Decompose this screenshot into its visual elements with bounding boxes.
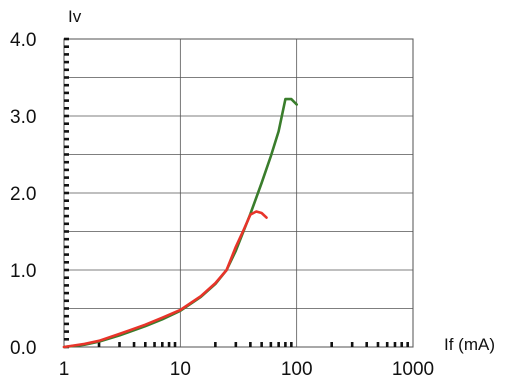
y-tick-label: 0.0 bbox=[10, 338, 36, 359]
x-tick-label: 10 bbox=[170, 359, 191, 380]
y-axis-title: Iv bbox=[68, 7, 82, 26]
grid-lines bbox=[63, 38, 414, 348]
x-axis-title: If (mA) bbox=[444, 335, 495, 354]
series-line-2 bbox=[62, 210, 268, 349]
plot-area bbox=[62, 37, 414, 349]
x-tick-label: 1000 bbox=[392, 359, 434, 380]
series-group bbox=[62, 97, 298, 349]
y-tick-label: 1.0 bbox=[10, 261, 36, 282]
x-tick-label: 1 bbox=[59, 359, 70, 380]
y-tick-label: 4.0 bbox=[10, 30, 36, 51]
axis-labels: Iv If (mA) 0.0 1.0 2.0 3.0 4.0 1 10 100 1000 bbox=[10, 7, 495, 380]
x-tick-label: 100 bbox=[281, 359, 313, 380]
y-tick-label: 2.0 bbox=[10, 184, 36, 205]
tick-marks bbox=[64, 37, 409, 349]
y-tick-label: 3.0 bbox=[10, 107, 36, 128]
